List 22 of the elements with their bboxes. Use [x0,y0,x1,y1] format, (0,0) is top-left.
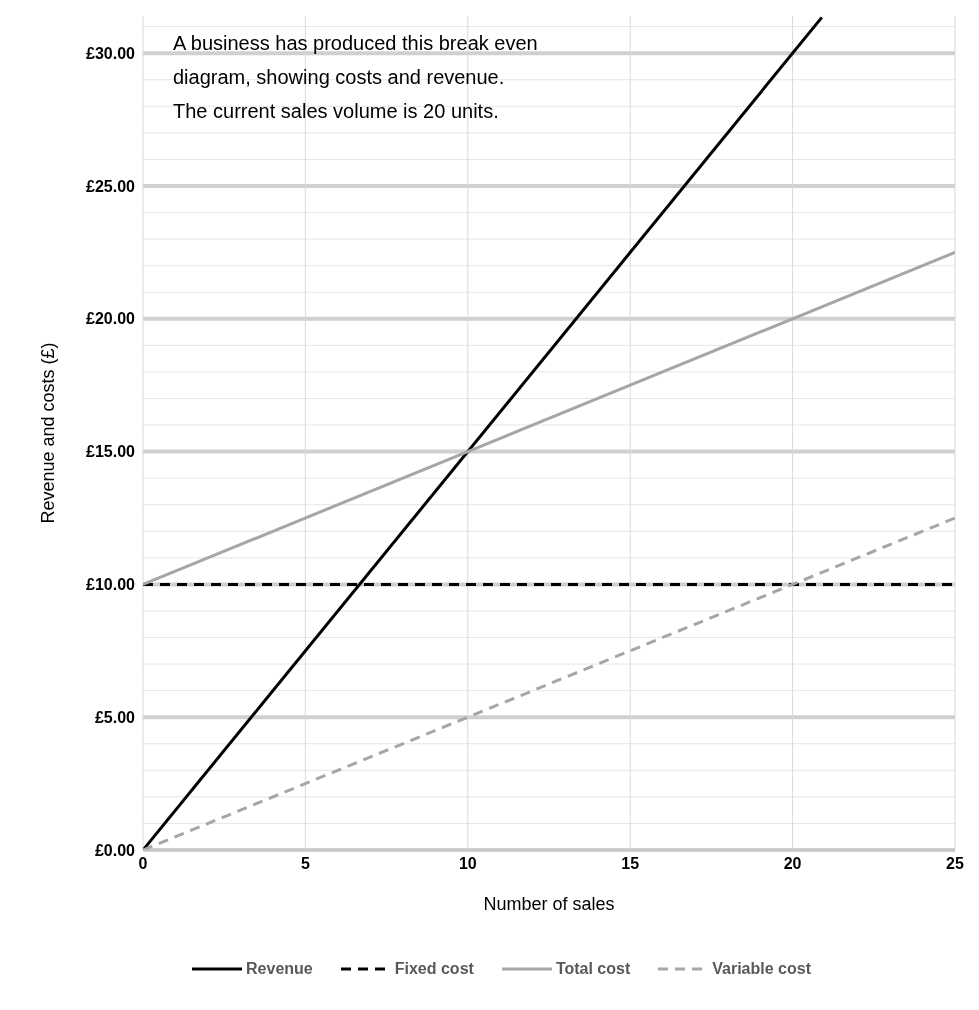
y-tick-label: £15.00 [86,443,136,461]
x-tick-label: 25 [946,855,964,873]
x-axis-title: Number of sales [483,894,615,914]
y-tick-label: £25.00 [86,177,136,195]
legend-label: Fixed cost [394,960,474,978]
legend-label: Revenue [246,960,313,978]
annotation: A business has produced this break even [173,31,538,56]
x-tick-label: 5 [300,855,310,873]
x-tick-label: 0 [138,855,148,873]
y-tick-label: £0.00 [94,841,136,859]
x-tick-label: 20 [783,855,802,873]
y-tick-label: £20.00 [86,310,136,328]
y-axis-title: Revenue and costs (£) [38,342,59,524]
annotation: diagram, showing costs and revenue. [173,65,506,90]
y-tick-label: £5.00 [94,708,136,726]
annotation: The current sales volume is 20 units. [173,99,500,124]
x-tick-label: 15 [621,855,640,873]
legend-label: Variable cost [712,960,811,978]
legend-label: Total cost [555,960,631,978]
y-tick-label: £30.00 [86,44,136,62]
y-tick-label: £10.00 [86,576,136,594]
x-tick-label: 10 [458,855,477,873]
